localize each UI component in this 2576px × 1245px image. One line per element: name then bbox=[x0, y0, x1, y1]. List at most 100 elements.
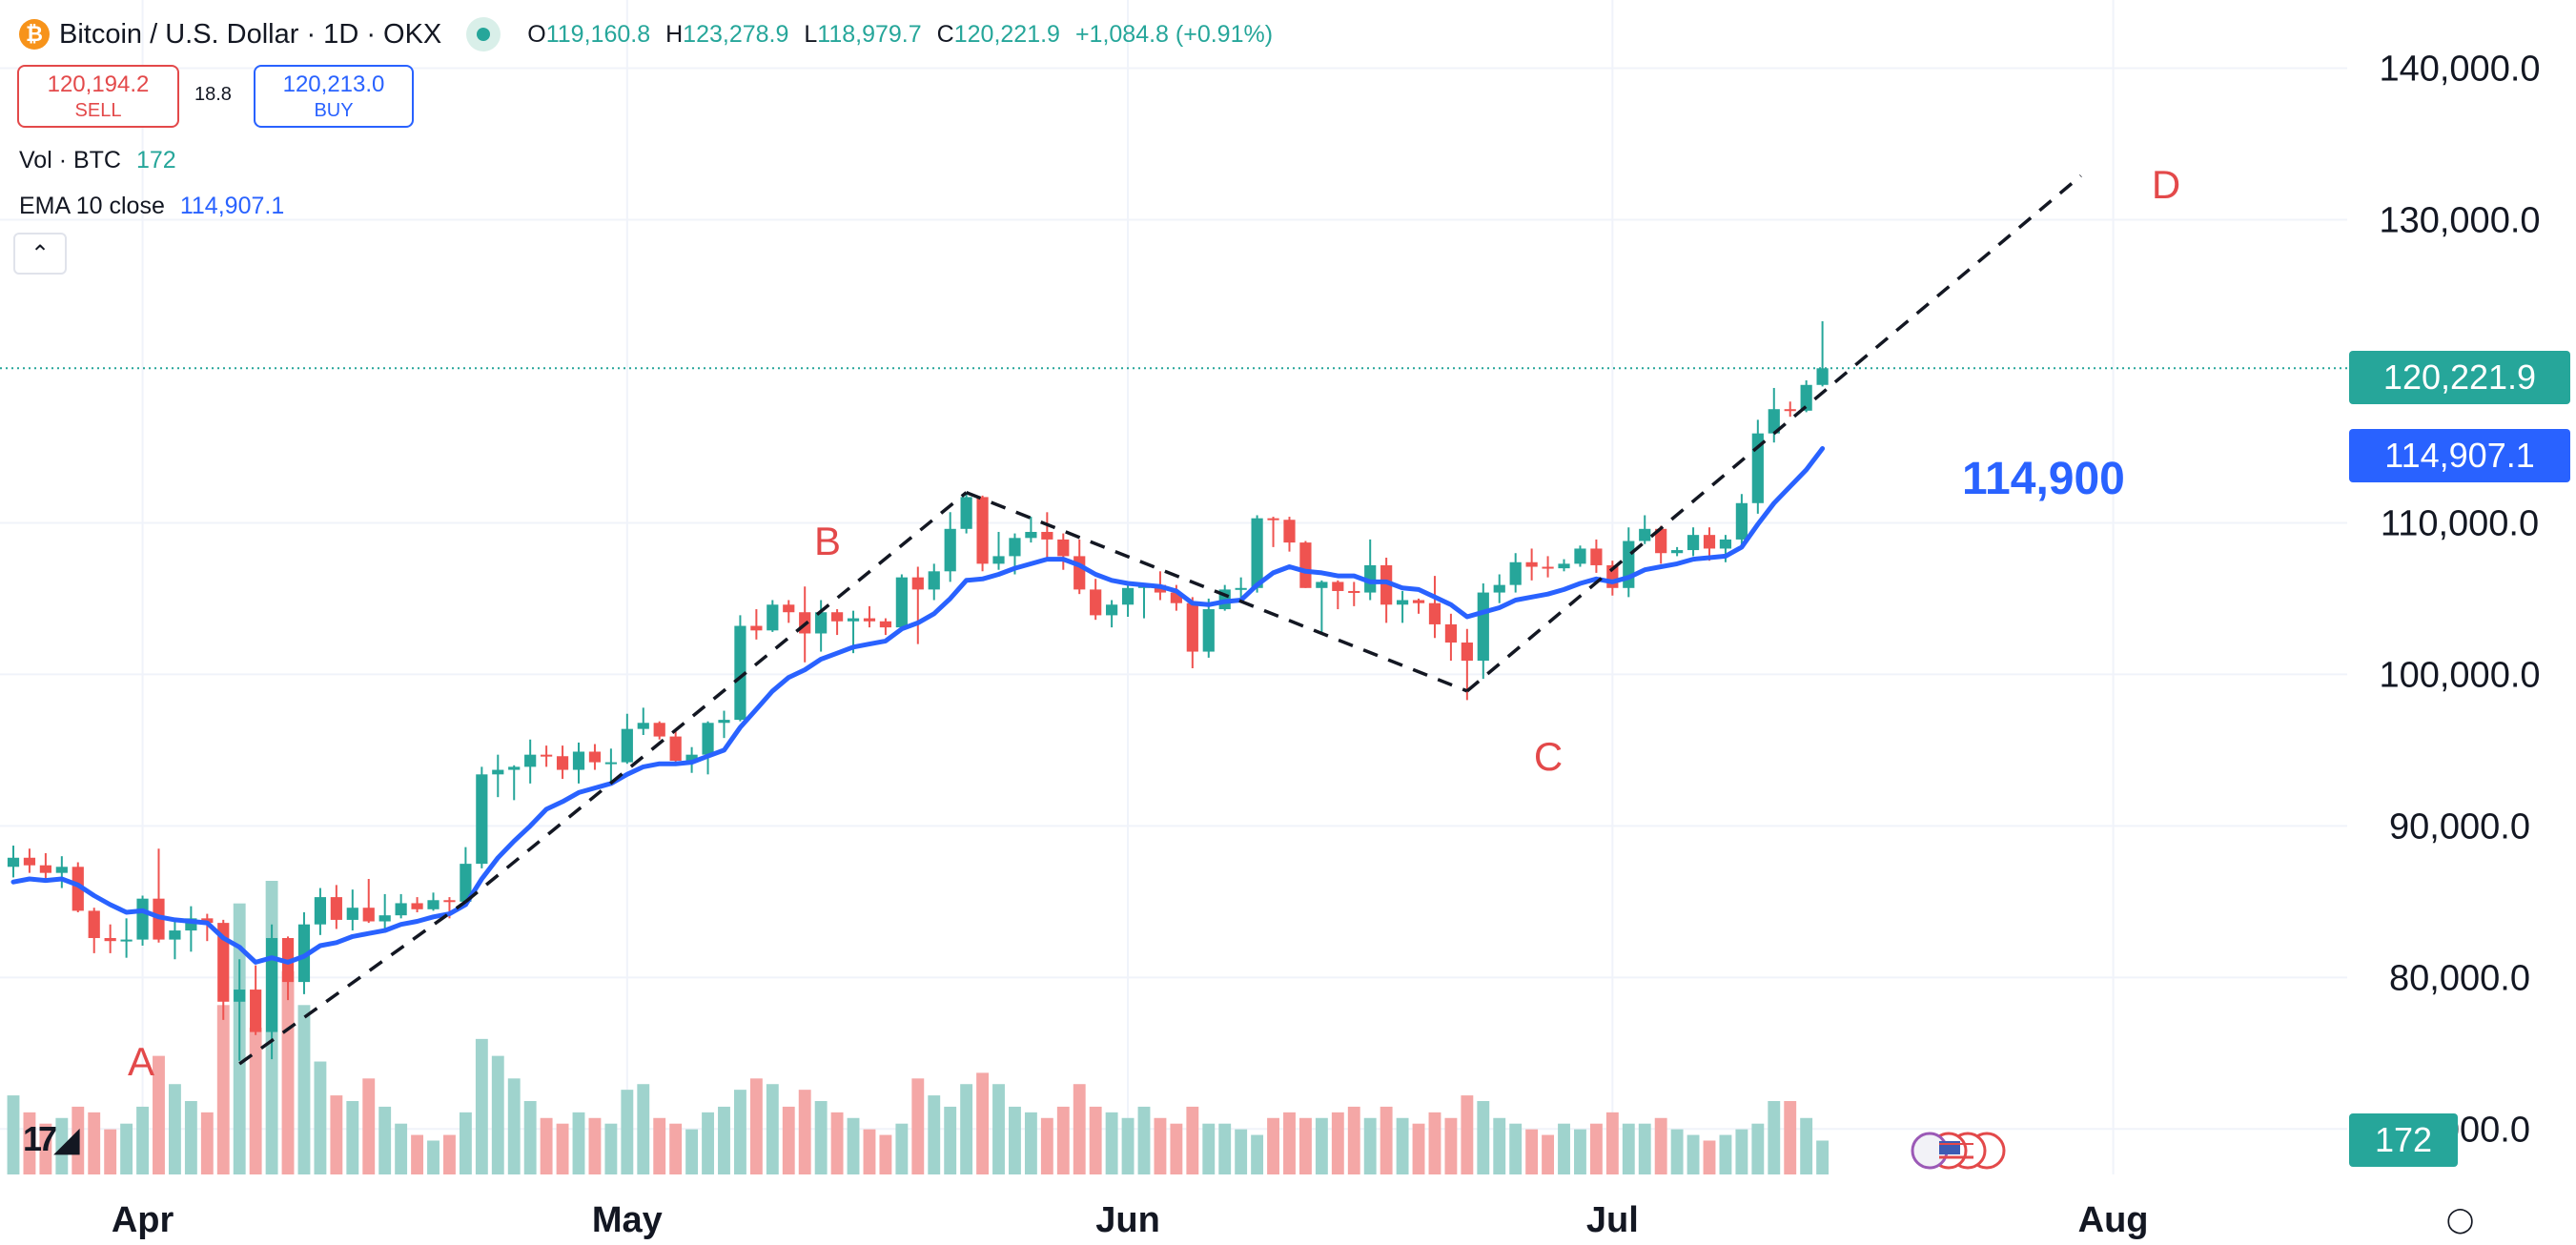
candle bbox=[1316, 580, 1328, 634]
candle bbox=[1186, 597, 1198, 669]
volume-bar bbox=[1040, 1117, 1053, 1174]
volume-bar bbox=[928, 1095, 941, 1174]
volume-bar bbox=[1589, 1123, 1603, 1174]
pattern-label-a: A bbox=[128, 1039, 154, 1084]
candle bbox=[427, 892, 440, 911]
candle bbox=[767, 600, 779, 632]
volume-bar bbox=[1605, 1112, 1619, 1174]
candle bbox=[1396, 590, 1409, 623]
volume-bar bbox=[992, 1084, 1005, 1174]
grid bbox=[0, 0, 2347, 1174]
collapse-legend-button[interactable]: ⌃ bbox=[13, 233, 67, 275]
low-label: L bbox=[804, 20, 818, 48]
buy-label: BUY bbox=[314, 99, 354, 121]
volume-bar bbox=[1347, 1106, 1360, 1174]
volume-bar bbox=[411, 1134, 424, 1174]
volume-badge: 172 bbox=[2349, 1113, 2458, 1167]
candle bbox=[185, 906, 197, 952]
volume-bar bbox=[491, 1055, 504, 1174]
volume-bar bbox=[1186, 1106, 1199, 1174]
candle bbox=[1735, 494, 1748, 547]
volume-bar bbox=[507, 1078, 521, 1174]
y-tick-label: 110,000.0 bbox=[2381, 503, 2539, 543]
pattern-label-b: B bbox=[814, 519, 841, 563]
volume-bar bbox=[346, 1101, 359, 1174]
candle bbox=[718, 710, 730, 739]
candle bbox=[1299, 541, 1312, 588]
last-price-badge-text: 120,221.9 bbox=[2383, 357, 2536, 397]
candle bbox=[1623, 527, 1635, 598]
candle bbox=[879, 618, 892, 636]
volume-bar bbox=[847, 1117, 860, 1174]
volume-bar bbox=[572, 1112, 585, 1174]
economic-events-icon[interactable] bbox=[1911, 1132, 2006, 1170]
volume-bar bbox=[1654, 1117, 1667, 1174]
volume-bar bbox=[1703, 1140, 1716, 1174]
candle bbox=[1461, 628, 1473, 701]
volume-bar bbox=[1235, 1129, 1248, 1174]
volume-bar bbox=[120, 1123, 133, 1174]
candle bbox=[265, 924, 278, 1060]
time-axis[interactable]: Apr May Jun Jul Aug bbox=[112, 1200, 2149, 1240]
volume-bar bbox=[702, 1112, 714, 1174]
settings-icon[interactable]: ◯ bbox=[2446, 1205, 2475, 1234]
volume-bar bbox=[1056, 1106, 1070, 1174]
volume-bar bbox=[637, 1084, 650, 1174]
candle bbox=[653, 721, 665, 740]
candle bbox=[411, 897, 423, 912]
candle bbox=[234, 959, 246, 1061]
candle bbox=[815, 600, 828, 652]
volume-bar bbox=[1298, 1117, 1312, 1174]
sell-price: 120,194.2 bbox=[47, 71, 150, 97]
candle bbox=[1332, 580, 1344, 610]
candle bbox=[1703, 527, 1716, 561]
symbol-title[interactable]: Bitcoin / U.S. Dollar · 1D · OKX bbox=[59, 18, 442, 50]
volume-bar bbox=[1218, 1123, 1232, 1174]
volume-bar bbox=[216, 1005, 230, 1174]
candle bbox=[1283, 517, 1296, 552]
volume-bar bbox=[1009, 1106, 1021, 1174]
volume-bar bbox=[863, 1129, 876, 1174]
candle bbox=[1025, 517, 1037, 543]
tradingview-logo-icon[interactable]: 17◢ bbox=[23, 1119, 80, 1158]
candle bbox=[992, 531, 1005, 570]
bitcoin-logo-icon: ₿ bbox=[19, 19, 50, 50]
volume-bar bbox=[23, 1112, 36, 1174]
sell-button[interactable]: 120,194.2 SELL bbox=[17, 65, 179, 128]
chevron-up-icon: ⌃ bbox=[30, 240, 51, 267]
volume-bar bbox=[1444, 1117, 1458, 1174]
ema-line bbox=[10, 446, 1826, 965]
candle bbox=[556, 745, 569, 780]
candle bbox=[1542, 556, 1554, 578]
market-status-icon[interactable] bbox=[466, 17, 501, 51]
pattern-label-d: D bbox=[2152, 162, 2180, 207]
volume-bar bbox=[1121, 1117, 1135, 1174]
volume-bar bbox=[798, 1090, 811, 1174]
volume-bar bbox=[879, 1134, 892, 1174]
candle bbox=[830, 609, 844, 636]
volume-bar bbox=[556, 1123, 569, 1174]
candle bbox=[362, 879, 375, 924]
volume-bar bbox=[1267, 1117, 1279, 1174]
volume-legend[interactable]: Vol · BTC 172 bbox=[19, 147, 176, 174]
ema-legend[interactable]: EMA 10 close 114,907.1 bbox=[19, 193, 284, 220]
buy-price: 120,213.0 bbox=[282, 71, 385, 97]
volume-bar bbox=[1558, 1123, 1570, 1174]
candle bbox=[960, 494, 972, 534]
candle bbox=[1041, 512, 1053, 560]
price-axis[interactable]: 140,000.0 130,000.0 110,000.0 100,000.0 90,0… bbox=[2379, 50, 2540, 1151]
candle bbox=[153, 848, 165, 943]
candle bbox=[7, 846, 20, 878]
candle bbox=[524, 739, 537, 784]
candle bbox=[1477, 583, 1489, 680]
volume-bar bbox=[653, 1117, 666, 1174]
x-tick-label: Jul bbox=[1586, 1200, 1639, 1240]
buy-button[interactable]: 120,213.0 BUY bbox=[254, 65, 414, 128]
candles bbox=[7, 321, 1829, 1061]
volume-bar bbox=[1396, 1117, 1409, 1174]
volume-bar bbox=[281, 970, 295, 1174]
volume-bar bbox=[1380, 1106, 1393, 1174]
candle bbox=[1590, 539, 1603, 573]
candle bbox=[1574, 545, 1586, 567]
